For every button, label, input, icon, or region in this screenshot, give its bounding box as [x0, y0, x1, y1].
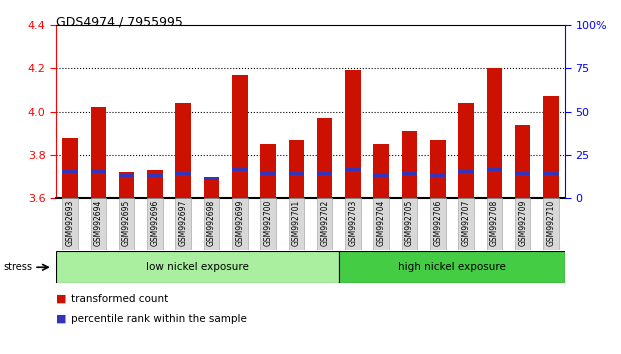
- FancyBboxPatch shape: [458, 198, 474, 250]
- Bar: [175, 172, 191, 175]
- Text: transformed count: transformed count: [71, 294, 169, 304]
- FancyBboxPatch shape: [232, 198, 248, 250]
- Text: high nickel exposure: high nickel exposure: [398, 262, 506, 272]
- Bar: [487, 168, 502, 171]
- Bar: [204, 177, 219, 180]
- FancyBboxPatch shape: [543, 198, 559, 250]
- Text: GSM992705: GSM992705: [405, 200, 414, 246]
- Bar: [487, 68, 502, 198]
- FancyBboxPatch shape: [345, 198, 361, 250]
- Bar: [289, 140, 304, 198]
- Text: ■: ■: [56, 314, 66, 324]
- Text: GSM992698: GSM992698: [207, 200, 216, 246]
- Bar: [260, 172, 276, 175]
- Text: GSM992695: GSM992695: [122, 200, 131, 246]
- FancyBboxPatch shape: [317, 198, 332, 250]
- Bar: [317, 172, 332, 175]
- FancyBboxPatch shape: [204, 198, 219, 250]
- FancyBboxPatch shape: [289, 198, 304, 250]
- Bar: [430, 140, 446, 198]
- FancyBboxPatch shape: [373, 198, 389, 250]
- Text: GSM992702: GSM992702: [320, 200, 329, 246]
- Text: GSM992703: GSM992703: [348, 200, 358, 246]
- FancyBboxPatch shape: [91, 198, 106, 250]
- Bar: [119, 172, 134, 198]
- Text: ■: ■: [56, 294, 66, 304]
- Bar: [515, 172, 530, 175]
- Bar: [402, 131, 417, 198]
- FancyBboxPatch shape: [119, 198, 134, 250]
- Bar: [458, 170, 474, 173]
- Bar: [147, 170, 163, 198]
- Bar: [402, 172, 417, 175]
- Bar: [147, 175, 163, 177]
- Text: GSM992704: GSM992704: [377, 200, 386, 246]
- Bar: [345, 168, 361, 171]
- Text: GSM992706: GSM992706: [433, 200, 442, 246]
- Bar: [232, 75, 248, 198]
- Text: GSM992709: GSM992709: [518, 200, 527, 246]
- FancyBboxPatch shape: [62, 198, 78, 250]
- Bar: [543, 172, 559, 175]
- Bar: [317, 118, 332, 198]
- FancyBboxPatch shape: [487, 198, 502, 250]
- Text: GDS4974 / 7955995: GDS4974 / 7955995: [56, 16, 183, 29]
- Text: GSM992693: GSM992693: [66, 200, 75, 246]
- FancyBboxPatch shape: [515, 198, 530, 250]
- FancyBboxPatch shape: [147, 198, 163, 250]
- Bar: [430, 175, 446, 177]
- Text: GSM992701: GSM992701: [292, 200, 301, 246]
- FancyBboxPatch shape: [56, 251, 339, 283]
- Text: GSM992707: GSM992707: [461, 200, 471, 246]
- Bar: [260, 144, 276, 198]
- FancyBboxPatch shape: [402, 198, 417, 250]
- Text: GSM992699: GSM992699: [235, 200, 244, 246]
- Text: percentile rank within the sample: percentile rank within the sample: [71, 314, 247, 324]
- Bar: [62, 137, 78, 198]
- Bar: [175, 103, 191, 198]
- Bar: [543, 96, 559, 198]
- Text: low nickel exposure: low nickel exposure: [146, 262, 249, 272]
- Text: GSM992694: GSM992694: [94, 200, 103, 246]
- Bar: [345, 70, 361, 198]
- Text: stress: stress: [3, 262, 32, 272]
- Bar: [91, 107, 106, 198]
- Bar: [232, 168, 248, 171]
- Text: GSM992697: GSM992697: [179, 200, 188, 246]
- Text: GSM992696: GSM992696: [150, 200, 160, 246]
- Bar: [458, 103, 474, 198]
- Bar: [62, 170, 78, 173]
- Text: GSM992710: GSM992710: [546, 200, 555, 246]
- Bar: [373, 175, 389, 177]
- Bar: [119, 175, 134, 177]
- FancyBboxPatch shape: [260, 198, 276, 250]
- FancyBboxPatch shape: [430, 198, 446, 250]
- Bar: [204, 179, 219, 198]
- Bar: [289, 172, 304, 175]
- Text: GSM992700: GSM992700: [263, 200, 273, 246]
- Text: GSM992708: GSM992708: [490, 200, 499, 246]
- Bar: [91, 170, 106, 173]
- FancyBboxPatch shape: [339, 251, 565, 283]
- Bar: [515, 125, 530, 198]
- Bar: [373, 144, 389, 198]
- FancyBboxPatch shape: [175, 198, 191, 250]
